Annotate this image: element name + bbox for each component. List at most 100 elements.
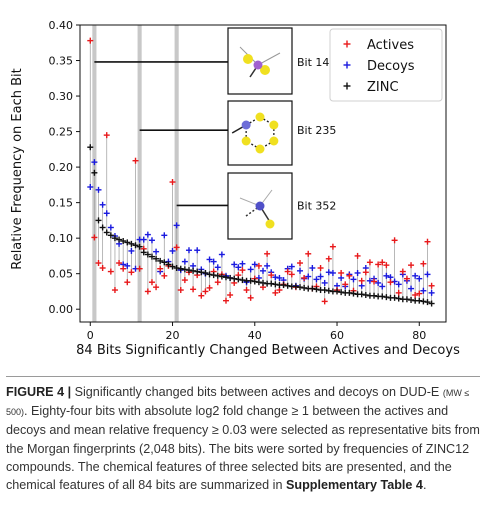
actives-point	[387, 279, 394, 286]
decoys-point	[354, 269, 361, 276]
decoys-point	[87, 184, 94, 190]
highlight-band	[174, 25, 179, 322]
decoys-point	[375, 279, 382, 286]
zinc-point	[272, 281, 279, 288]
actives-point	[408, 262, 415, 269]
actives-point	[346, 272, 353, 279]
bit-structure-box	[227, 172, 293, 240]
decoys-point	[239, 260, 246, 267]
zinc-point	[116, 236, 123, 243]
zinc-point	[325, 287, 332, 294]
decoys-point	[99, 201, 106, 208]
actives-point	[132, 157, 139, 164]
zinc-point	[99, 224, 106, 231]
zinc-point	[350, 290, 357, 297]
zinc-point	[218, 273, 225, 280]
legend-marker	[343, 82, 351, 90]
actives-point	[153, 284, 160, 291]
actives-point	[297, 260, 304, 267]
actives-point	[120, 265, 127, 272]
zinc-point	[383, 294, 390, 301]
y-tick-label: 0.40	[49, 19, 74, 32]
actives-point	[354, 252, 361, 259]
actives-point	[222, 297, 229, 304]
zinc-point	[144, 251, 151, 258]
caption-mw-note: (MW ≤ 500)	[6, 388, 470, 418]
decoys-point	[428, 289, 435, 296]
zinc-point	[91, 169, 98, 176]
actives-point	[424, 238, 431, 245]
x-tick-label: 60	[330, 329, 344, 342]
zinc-point	[247, 277, 254, 284]
actives-point	[383, 262, 390, 269]
decoys-point	[416, 275, 423, 282]
actives-point	[169, 179, 176, 186]
supplementary-table-link[interactable]: Supplementary Table 4	[285, 478, 423, 493]
decoys-point	[218, 251, 225, 258]
decoys-point	[391, 278, 398, 285]
zinc-point	[222, 274, 229, 281]
actives-point	[358, 277, 365, 284]
x-tick-label: 40	[248, 329, 262, 342]
actives-point	[103, 132, 110, 139]
actives-point	[329, 243, 336, 250]
actives-point	[148, 279, 155, 286]
legend-entry: Decoys	[343, 59, 415, 74]
zinc-point	[260, 279, 266, 286]
decoys-point	[185, 247, 192, 254]
decoys-point	[260, 267, 266, 274]
y-tick-label: 0.10	[49, 232, 74, 245]
actives-point	[128, 269, 135, 276]
actives-point	[284, 268, 291, 275]
legend: Actives Decoys ZINC	[329, 28, 443, 102]
actives-point	[272, 289, 279, 296]
actives-point	[190, 286, 197, 293]
decoys-point	[305, 273, 312, 280]
zinc-point	[210, 272, 217, 279]
zinc-point	[334, 288, 341, 295]
decoys-point	[210, 258, 217, 265]
actives-point	[124, 279, 131, 286]
zinc-point	[177, 265, 184, 272]
series-markers	[87, 37, 435, 307]
actives-point	[325, 255, 332, 262]
bit-annotation-label: Bit 352	[297, 199, 336, 212]
actives-point	[206, 284, 213, 291]
zinc-point	[132, 242, 139, 249]
actives-point	[288, 271, 295, 278]
zinc-point	[239, 277, 246, 284]
decoys-point	[366, 277, 373, 284]
zinc-point	[292, 283, 299, 290]
zinc-point	[309, 285, 316, 292]
zinc-point	[416, 297, 423, 304]
actives-point	[111, 287, 118, 294]
actives-point	[99, 265, 106, 271]
zinc-point	[321, 287, 328, 294]
zinc-point	[362, 292, 369, 298]
actives-point	[107, 268, 114, 275]
actives-point	[428, 282, 435, 289]
y-tick-label: 0.30	[49, 90, 74, 103]
legend-label: Decoys	[367, 59, 415, 74]
zinc-point	[87, 144, 94, 151]
zinc-point	[428, 300, 435, 307]
decoys-point	[107, 224, 114, 231]
zinc-point	[202, 269, 209, 276]
decoys-point	[144, 231, 151, 238]
zinc-point	[107, 232, 114, 239]
zinc-point	[198, 269, 205, 276]
actives-point	[268, 272, 275, 279]
zinc-point	[235, 276, 242, 283]
zinc-point	[214, 272, 221, 279]
decoys-point	[206, 256, 213, 263]
decoys-point	[321, 279, 328, 286]
x-tick-label: 0	[87, 329, 94, 342]
actives-point	[161, 272, 168, 279]
zinc-point	[157, 257, 164, 264]
caption-divider	[6, 376, 480, 377]
actives-point	[264, 250, 271, 257]
y-axis-label: Relative Frequency on Each Bit	[10, 68, 25, 270]
actives-point	[379, 259, 386, 266]
decoys-point	[264, 262, 271, 269]
zinc-point	[95, 217, 102, 224]
